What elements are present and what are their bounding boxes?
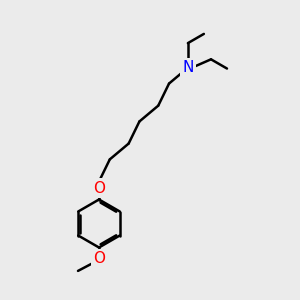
Text: O: O <box>93 251 105 266</box>
Text: O: O <box>93 181 105 196</box>
Text: N: N <box>182 60 194 75</box>
